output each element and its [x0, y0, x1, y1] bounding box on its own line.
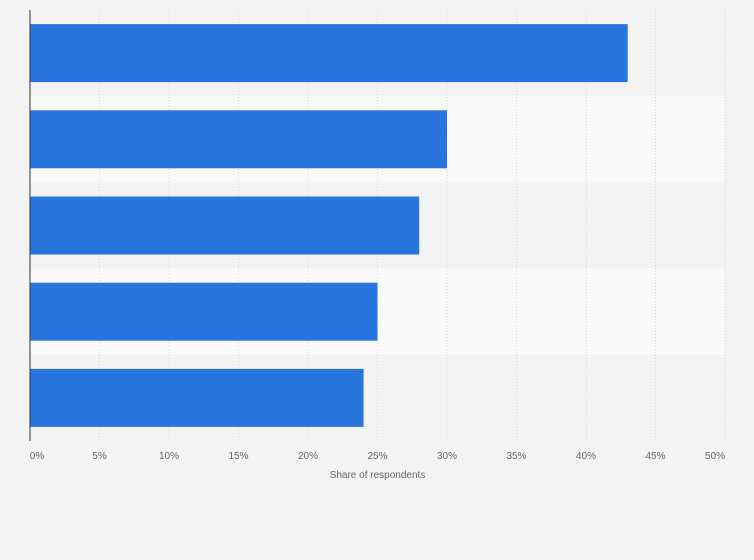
x-tick-label: 30%: [437, 451, 457, 462]
x-tick-label: 15%: [228, 451, 248, 462]
x-tick-label: 20%: [298, 451, 318, 462]
bar[interactable]: [30, 368, 364, 427]
bars: [30, 24, 628, 427]
bar[interactable]: [30, 282, 378, 341]
bar[interactable]: [30, 24, 628, 83]
x-tick-label: 10%: [159, 451, 179, 462]
x-tick-label: 25%: [367, 451, 387, 462]
bar[interactable]: [30, 110, 447, 169]
x-tick-label: 5%: [92, 451, 107, 462]
bar[interactable]: [30, 196, 420, 255]
x-tick-label: 45%: [645, 451, 665, 462]
x-tick-label: 35%: [506, 451, 526, 462]
x-axis-title: Share of respondents: [330, 470, 426, 481]
x-axis-ticks: 0% 5% 10% 15% 20% 25% 30% 35% 40% 45% 50%: [30, 451, 725, 462]
x-tick-label: 50%: [705, 451, 725, 462]
x-tick-label: 0%: [30, 451, 45, 462]
x-tick-label: 40%: [576, 451, 596, 462]
